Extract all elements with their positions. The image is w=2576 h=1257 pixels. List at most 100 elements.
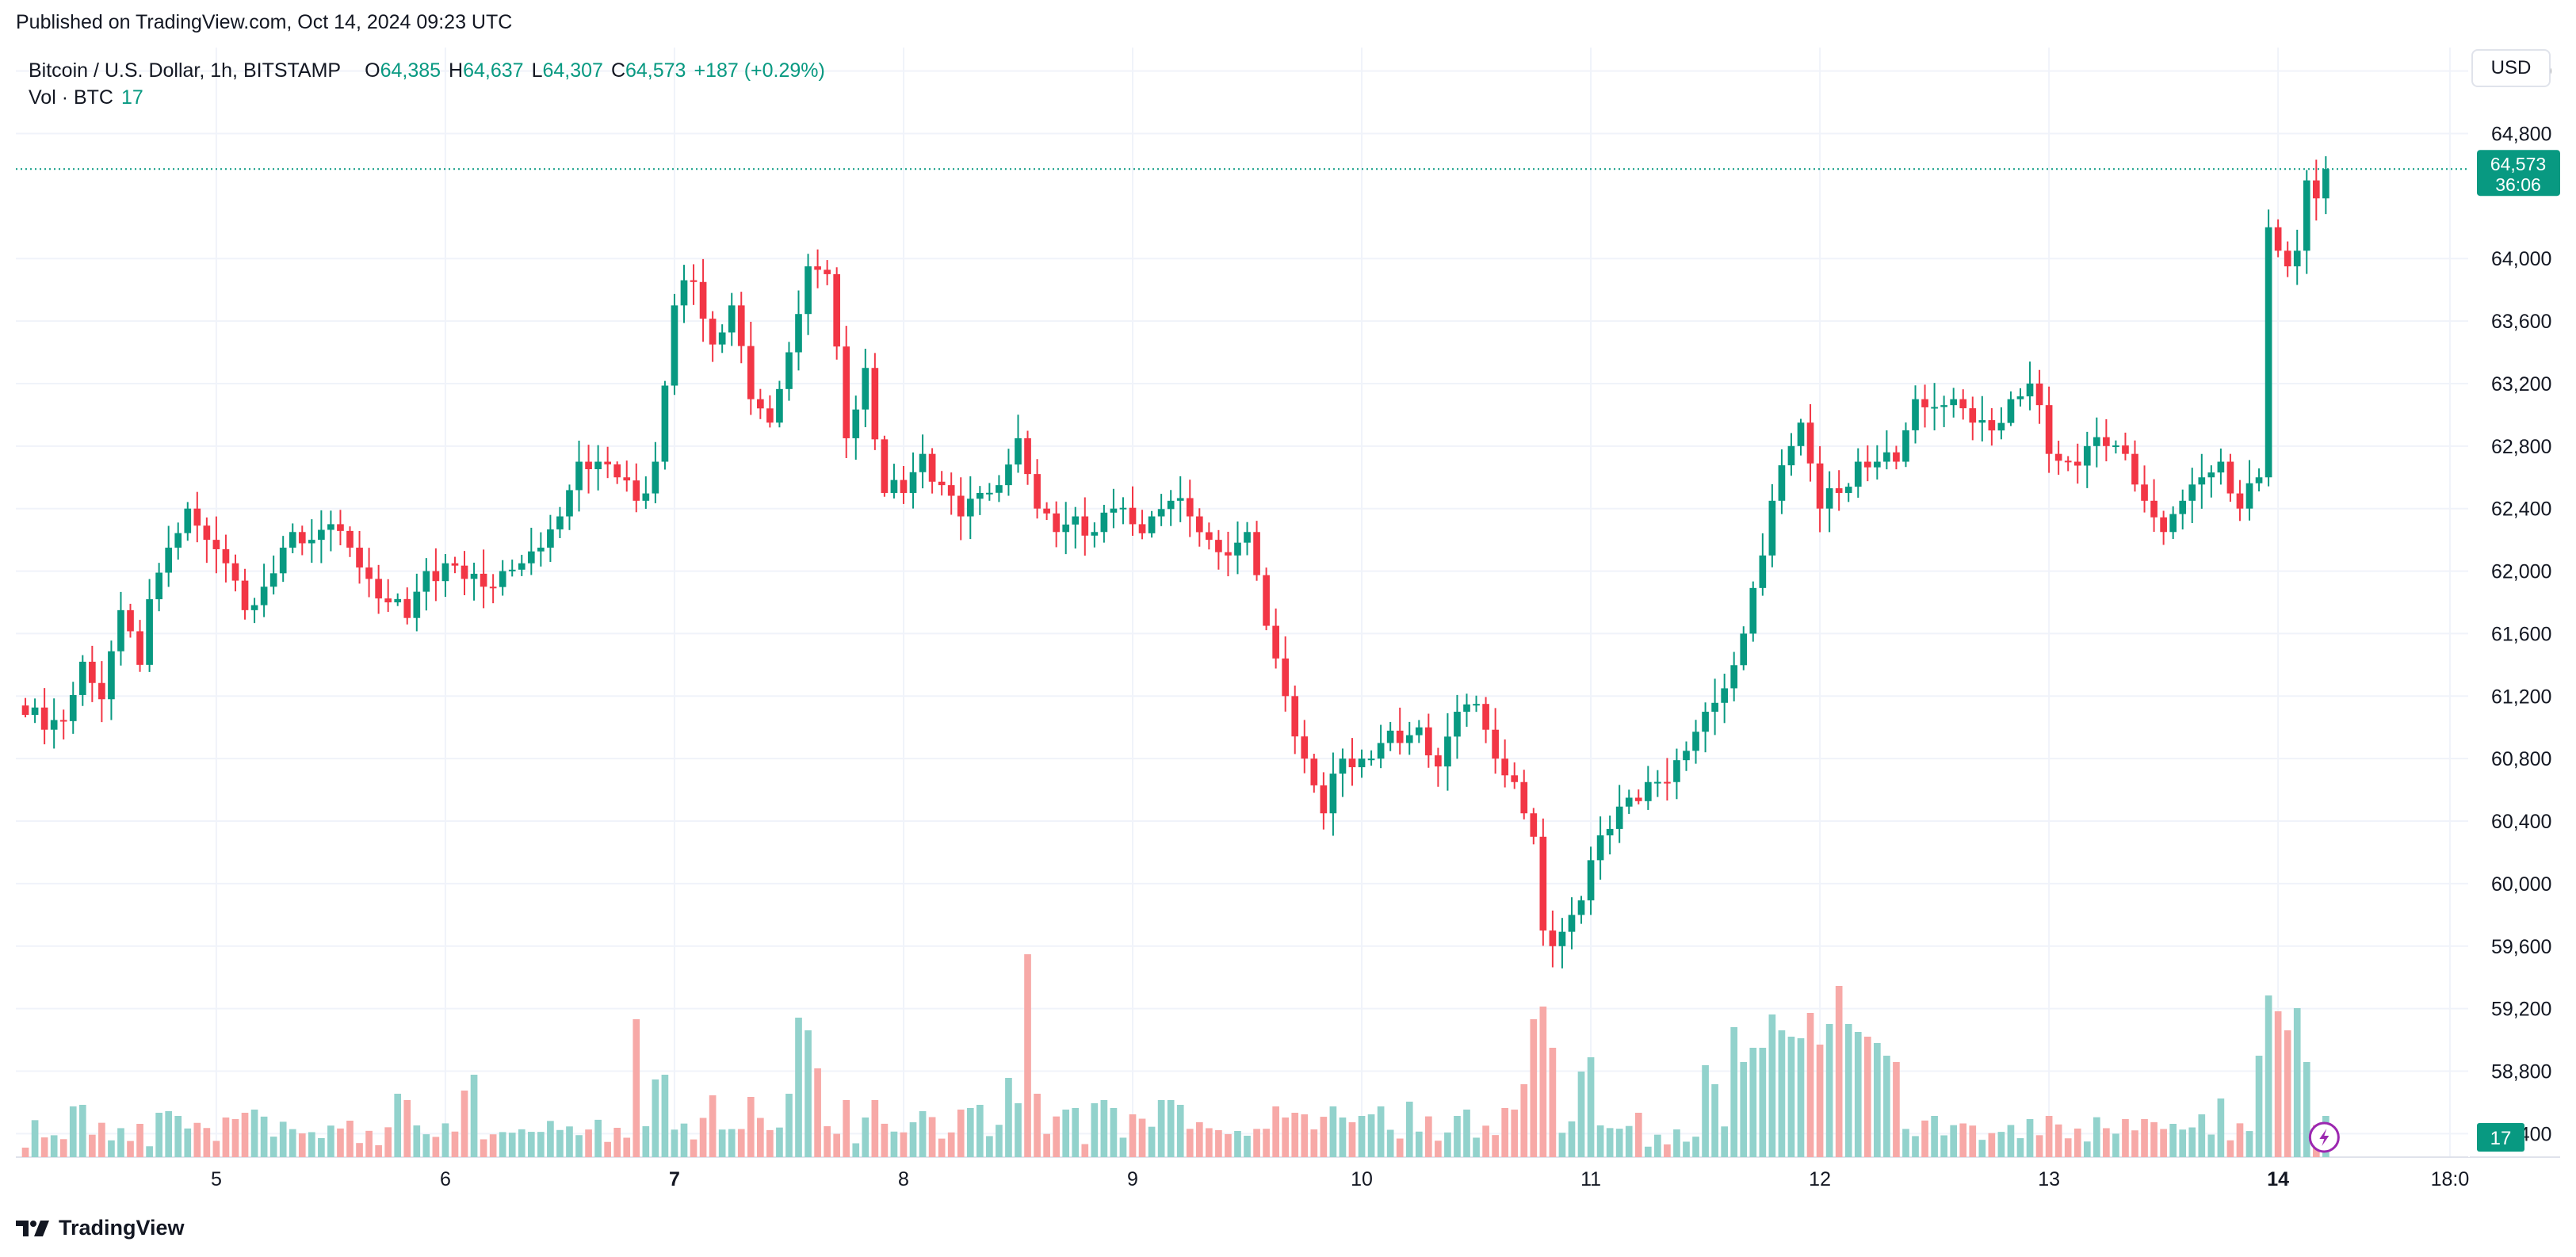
candle-body — [2054, 453, 2062, 461]
candle-body — [308, 540, 315, 544]
volume-bar — [1634, 1113, 1642, 1157]
candle-body — [1759, 555, 1767, 588]
candle-body — [441, 563, 449, 582]
candle-body — [1931, 407, 1938, 409]
candle-body — [556, 516, 564, 529]
volume-bar — [909, 1122, 917, 1157]
candle-body — [747, 346, 755, 399]
candle-body — [69, 694, 77, 721]
volume-bar — [2026, 1119, 2034, 1157]
candle-body — [2245, 483, 2253, 509]
volume-bar — [222, 1118, 230, 1157]
candle-body — [718, 332, 726, 345]
candle-body — [1186, 498, 1194, 517]
volume-bar — [1501, 1108, 1509, 1157]
candle-body — [2322, 169, 2329, 199]
candle-body — [59, 720, 67, 722]
candle-body — [1950, 399, 1958, 406]
candle-body — [642, 493, 650, 501]
volume-bar — [1215, 1129, 1222, 1157]
candle-body — [2303, 180, 2310, 251]
volume-bar — [1844, 1024, 1852, 1157]
candle-body — [1711, 702, 1718, 713]
volume-bar — [881, 1123, 889, 1157]
candle-body — [432, 571, 440, 582]
y-tick-label: 61,200 — [2491, 686, 2551, 708]
volume-bar — [1062, 1110, 1070, 1157]
volume-bar — [1454, 1116, 1461, 1157]
candle-body — [824, 269, 831, 274]
footer-brand: TradingView — [16, 1216, 185, 1240]
y-tick-label: 64,000 — [2491, 248, 2551, 270]
candle-body — [470, 573, 478, 579]
volume-bar — [1282, 1118, 1290, 1157]
currency-button[interactable]: USD — [2471, 49, 2551, 87]
volume-bar — [1081, 1144, 1089, 1157]
volume-bar — [1825, 1024, 1833, 1157]
volume-bar — [947, 1132, 955, 1157]
volume-bar — [2236, 1123, 2244, 1157]
candle-body — [1740, 633, 1748, 666]
volume-bar — [1835, 986, 1843, 1157]
volume-bar — [231, 1119, 239, 1157]
volume-bar — [1129, 1114, 1137, 1157]
candle-body — [728, 305, 736, 333]
candle-body — [1577, 900, 1585, 915]
candle-body — [375, 579, 382, 599]
volume-bar — [1530, 1019, 1538, 1157]
candle-body — [938, 481, 946, 486]
volume-bar — [289, 1129, 296, 1157]
candle-body — [1310, 758, 1318, 785]
price-chart[interactable]: 58,40058,80059,20059,60060,00060,40060,8… — [16, 48, 2560, 1189]
volume-bar — [2160, 1129, 2167, 1157]
candle-body — [986, 492, 993, 495]
symbol-label[interactable]: Bitcoin / U.S. Dollar, 1h, BITSTAMP — [29, 59, 342, 82]
candle-body — [833, 273, 841, 347]
volume-bar — [757, 1118, 764, 1157]
volume-bar — [1043, 1133, 1050, 1157]
candle-body — [155, 572, 162, 600]
candle-body — [1348, 758, 1356, 768]
candle-body — [1053, 513, 1061, 533]
candle-body — [805, 266, 812, 315]
candle-body — [633, 480, 640, 501]
volume-bar — [1702, 1065, 1709, 1157]
volume-bar — [203, 1128, 211, 1157]
candle-body — [413, 591, 421, 618]
candle-body — [241, 580, 249, 610]
candle-body — [1234, 542, 1241, 556]
chart-area[interactable]: 58,40058,80059,20059,60060,00060,40060,8… — [16, 48, 2560, 1189]
volume-bar — [814, 1068, 821, 1157]
volume-bar — [78, 1105, 86, 1157]
candle-body — [1644, 781, 1652, 801]
candle-body — [2217, 461, 2225, 473]
candle-body — [527, 551, 535, 564]
volume-bar — [633, 1019, 640, 1157]
candle-body — [1015, 437, 1022, 465]
volume-bar — [527, 1132, 535, 1157]
candle-body — [165, 547, 173, 573]
candle-body — [776, 388, 783, 423]
volume-bar — [1625, 1125, 1633, 1157]
candle-body — [2007, 399, 2015, 423]
candle-body — [1664, 781, 1671, 784]
volume-bar — [890, 1131, 898, 1157]
candle-body — [1167, 500, 1175, 510]
volume-bar — [1863, 1037, 1871, 1157]
candle-body — [881, 439, 889, 493]
volume-bar — [1950, 1125, 1958, 1157]
volume-label[interactable]: Vol · BTC — [29, 86, 113, 109]
volume-bar — [1568, 1121, 1576, 1157]
volume-bar — [174, 1116, 182, 1157]
volume-bar — [241, 1113, 249, 1157]
candle-body — [2083, 445, 2091, 466]
candle-body — [108, 651, 115, 700]
volume-bar — [585, 1129, 592, 1157]
volume-bar — [413, 1125, 421, 1157]
volume-bar — [871, 1100, 879, 1157]
volume-bar — [1806, 1013, 1814, 1157]
volume-bar — [2131, 1130, 2138, 1157]
volume-bar — [1195, 1121, 1203, 1157]
volume-bar — [1424, 1116, 1432, 1157]
candle-body — [1454, 712, 1461, 737]
